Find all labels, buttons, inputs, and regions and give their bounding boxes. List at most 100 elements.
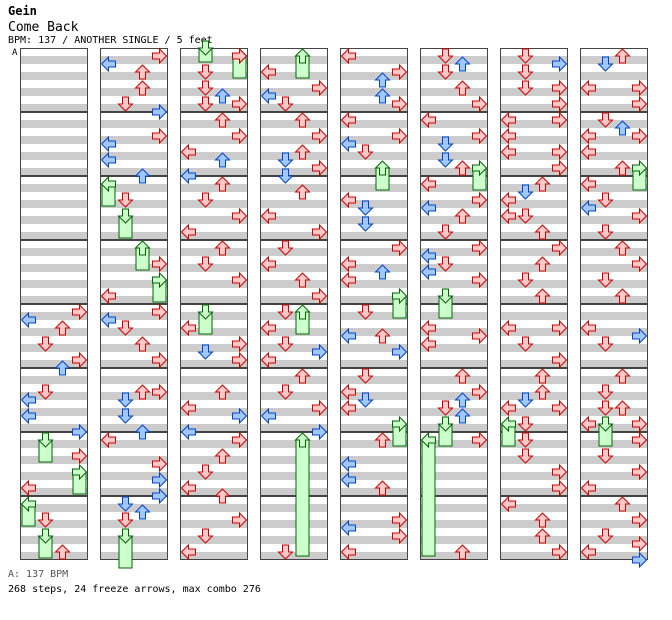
step-arrow-left — [260, 407, 276, 425]
step-arrow-up — [454, 408, 471, 424]
beat-stripe — [580, 360, 648, 368]
step-arrow-right — [152, 383, 168, 401]
freeze-body — [295, 439, 310, 557]
artist-name: Gein — [8, 4, 37, 18]
step-arrow-right — [152, 127, 168, 145]
step-arrow-down — [517, 64, 534, 80]
step-arrow-down — [197, 40, 214, 56]
beat-stripe — [20, 488, 88, 496]
beat-stripe — [180, 552, 248, 560]
beat-stripe — [20, 520, 88, 528]
step-arrow-right — [552, 319, 568, 337]
measure-frame — [580, 112, 648, 176]
beat-stripe — [260, 248, 328, 256]
freeze-body — [421, 439, 436, 557]
beat-stripe — [580, 232, 648, 240]
step-arrow-up — [214, 448, 231, 464]
beat-stripe — [260, 472, 328, 480]
step-arrow-up — [534, 528, 551, 544]
beat-stripe — [580, 392, 648, 400]
step-arrow-down — [437, 416, 454, 432]
beat-stripe — [420, 408, 488, 416]
beat-stripe — [100, 408, 168, 416]
step-arrow-right — [312, 343, 328, 361]
step-arrow-left — [500, 143, 516, 161]
step-arrow-down — [597, 384, 614, 400]
measure-frame — [580, 368, 648, 432]
step-arrow-up — [614, 496, 631, 512]
step-arrow-left — [100, 311, 116, 329]
measure-frame — [260, 304, 328, 368]
step-arrow-right — [392, 239, 408, 257]
measure-frame — [340, 496, 408, 560]
beat-stripe — [20, 376, 88, 384]
step-arrow-right — [152, 471, 168, 489]
beat-stripe — [180, 504, 248, 512]
measure-frame — [260, 368, 328, 432]
beat-stripe — [20, 328, 88, 336]
step-arrow-up — [534, 384, 551, 400]
beat-stripe — [580, 536, 648, 544]
beat-stripe — [180, 360, 248, 368]
step-arrow-left — [180, 167, 196, 185]
step-arrow-up — [374, 264, 391, 280]
step-arrow-right — [312, 127, 328, 145]
step-arrow-down — [357, 200, 374, 216]
beat-stripe — [500, 344, 568, 352]
beat-stripe — [340, 328, 408, 336]
step-arrow-right — [312, 159, 328, 177]
measure-frame — [100, 368, 168, 432]
step-arrow-down — [37, 336, 54, 352]
beat-stripe — [420, 392, 488, 400]
step-arrow-right — [392, 527, 408, 545]
beat-stripe — [100, 296, 168, 304]
step-arrow-down — [597, 224, 614, 240]
step-arrow-down — [197, 256, 214, 272]
beat-stripe — [420, 184, 488, 192]
measure-frame — [100, 304, 168, 368]
beat-stripe — [500, 184, 568, 192]
beat-stripe — [340, 136, 408, 144]
measure-frame — [100, 112, 168, 176]
beat-stripe — [20, 472, 88, 480]
beat-stripe — [260, 88, 328, 96]
step-arrow-up — [454, 368, 471, 384]
step-arrow-up — [134, 384, 151, 400]
step-arrow-left — [340, 111, 356, 129]
step-arrow-down — [437, 400, 454, 416]
step-arrow-down — [357, 216, 374, 232]
measure-frame — [500, 48, 568, 112]
beat-stripe — [20, 312, 88, 320]
beat-stripe — [260, 536, 328, 544]
beat-stripe — [500, 56, 568, 64]
step-arrow-left — [100, 55, 116, 73]
beat-stripe — [500, 200, 568, 208]
beat-stripe — [180, 216, 248, 224]
beat-stripe — [180, 168, 248, 176]
step-arrow-up — [134, 168, 151, 184]
beat-stripe — [420, 344, 488, 352]
measure-frame — [580, 240, 648, 304]
step-arrow-right — [632, 159, 648, 177]
beat-stripe — [580, 200, 648, 208]
step-arrow-left — [500, 415, 516, 433]
measure-frame — [20, 112, 88, 176]
beat-stripe — [100, 344, 168, 352]
step-arrow-down — [437, 224, 454, 240]
beat-stripe — [420, 152, 488, 160]
step-arrow-right — [152, 103, 168, 121]
step-arrow-left — [420, 263, 436, 281]
beat-stripe — [580, 104, 648, 112]
step-arrow-up — [614, 240, 631, 256]
step-arrow-right — [472, 159, 488, 177]
beat-stripe — [500, 488, 568, 496]
measure-frame — [260, 112, 328, 176]
measure-frame — [180, 304, 248, 368]
beat-stripe — [420, 456, 488, 464]
beat-stripe — [260, 392, 328, 400]
step-arrow-left — [580, 143, 596, 161]
beat-stripe — [340, 456, 408, 464]
step-arrow-right — [552, 239, 568, 257]
measure-frame — [420, 432, 488, 496]
beat-stripe — [500, 424, 568, 432]
